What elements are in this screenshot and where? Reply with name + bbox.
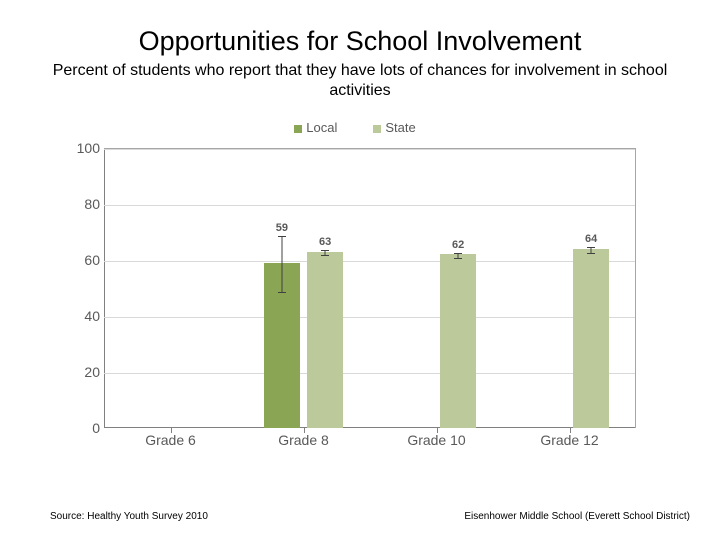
bar [573, 249, 610, 428]
legend-item: State [373, 120, 415, 135]
bar [440, 254, 477, 428]
gridline [104, 373, 635, 374]
bar [307, 252, 344, 428]
error-bar-cap [278, 292, 286, 293]
y-axis-line [104, 149, 105, 428]
bar-value-label: 62 [438, 239, 478, 251]
y-tick-label: 80 [60, 196, 100, 212]
error-bar-cap [321, 255, 329, 256]
y-tick-label: 100 [60, 140, 100, 156]
error-bar-cap [587, 253, 595, 254]
error-bar-cap [587, 247, 595, 248]
chart-plot-area: 5963 62 64 [104, 148, 636, 428]
legend-swatch [373, 125, 381, 133]
legend-swatch [294, 125, 302, 133]
gridline [104, 149, 635, 150]
legend-label: State [385, 120, 415, 135]
chart-container: LocalState 59636264 020406080100Grade 6G… [70, 120, 640, 470]
x-axis-line [104, 427, 635, 428]
page-title: Opportunities for School Involvement [40, 26, 680, 57]
footer: Source: Healthy Youth Survey 2010 Eisenh… [50, 511, 690, 522]
x-tick-label: Grade 6 [111, 432, 231, 448]
bar-value-label: 59 [262, 222, 302, 234]
error-bar-cap [454, 253, 462, 254]
y-tick-label: 60 [60, 252, 100, 268]
x-tick-label: Grade 10 [377, 432, 497, 448]
legend-item: Local [294, 120, 337, 135]
y-tick-label: 20 [60, 364, 100, 380]
legend-label: Local [306, 120, 337, 135]
error-bar-cap [321, 250, 329, 251]
footer-source: Source: Healthy Youth Survey 2010 [50, 511, 208, 522]
y-tick-label: 0 [60, 420, 100, 436]
chart-legend: Local State [70, 120, 640, 135]
bar-value-label: 63 [305, 236, 345, 248]
page-subtitle: Percent of students who report that they… [40, 61, 680, 101]
gridline [104, 317, 635, 318]
error-bar-cap [454, 258, 462, 259]
bar-value-label: 64 [571, 233, 611, 245]
y-tick-label: 40 [60, 308, 100, 324]
x-tick-label: Grade 12 [510, 432, 630, 448]
error-bar [281, 236, 282, 292]
gridline [104, 205, 635, 206]
error-bar-cap [278, 236, 286, 237]
gridline [104, 261, 635, 262]
x-tick-label: Grade 8 [244, 432, 364, 448]
footer-school: Eisenhower Middle School (Everett School… [464, 511, 690, 522]
